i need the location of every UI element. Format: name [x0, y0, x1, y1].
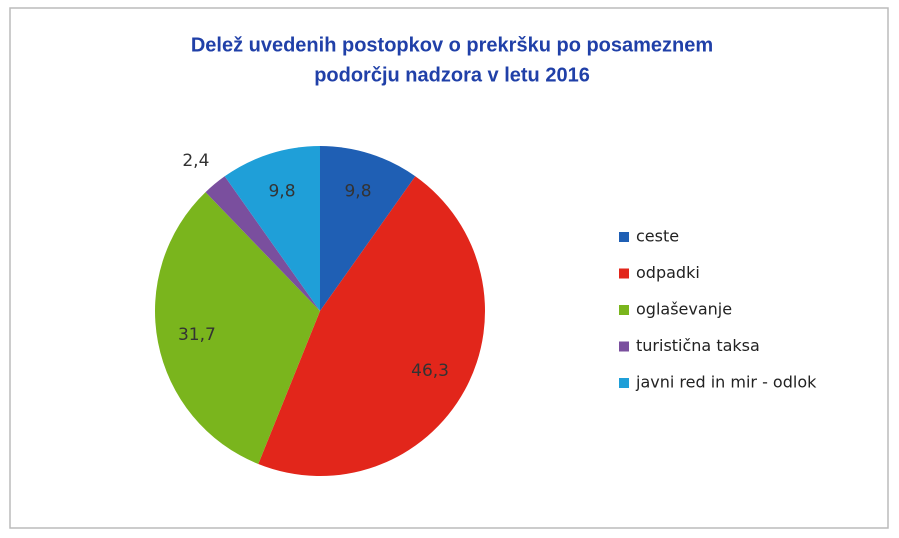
data-label: 46,3 — [411, 361, 449, 381]
pie-slice — [258, 176, 485, 477]
pie-slice — [155, 192, 320, 465]
data-label: 9,8 — [268, 181, 295, 201]
legend-swatch — [619, 305, 629, 315]
legend-swatch — [619, 232, 629, 242]
legend-swatch — [619, 378, 629, 388]
pie-slice — [205, 176, 320, 311]
data-label: 9,8 — [344, 181, 371, 201]
pie-slice — [320, 146, 416, 311]
legend-label: odpadki — [636, 263, 700, 282]
chart-title: podorčju nadzora v letu 2016 — [314, 64, 590, 86]
legend-swatch — [619, 268, 629, 279]
pie-slice — [224, 146, 320, 311]
legend-label: ceste — [636, 227, 679, 246]
legend-label: javni red in mir - odlok — [635, 373, 817, 392]
legend-swatch — [619, 341, 629, 352]
chart-title: Delež uvedenih postopkov o prekršku po p… — [191, 34, 713, 56]
legend-label: oglaševanje — [636, 300, 732, 319]
data-label: 31,7 — [178, 325, 216, 345]
legend-label: turistična taksa — [636, 336, 760, 355]
data-label: 2,4 — [182, 151, 209, 171]
